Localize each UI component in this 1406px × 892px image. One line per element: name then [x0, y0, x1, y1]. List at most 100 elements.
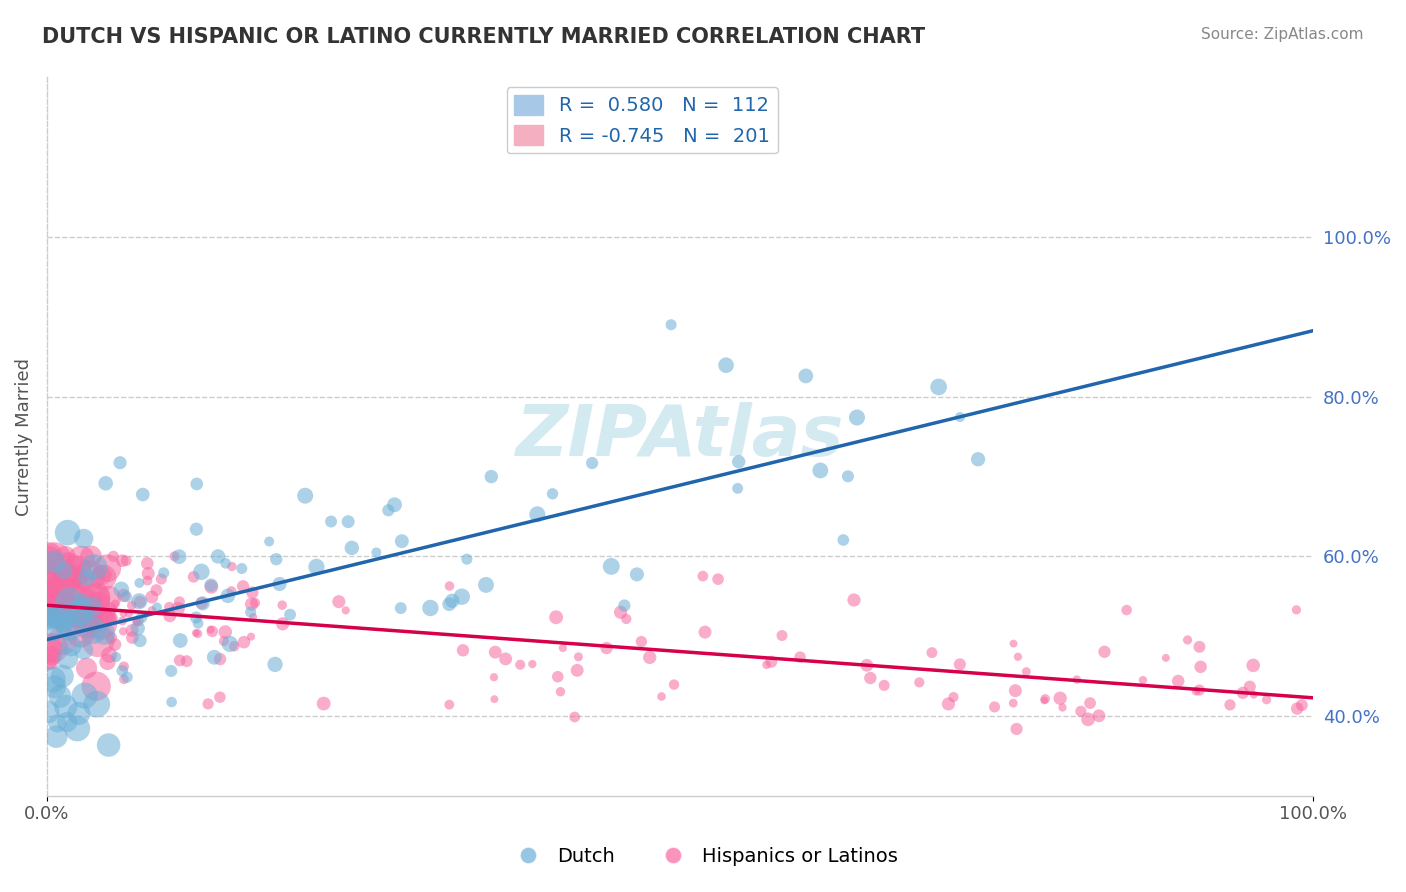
Point — [141, 590, 163, 604]
Point — [101, 611, 124, 625]
Point — [121, 631, 143, 645]
Point — [482, 670, 505, 684]
Point — [312, 697, 335, 711]
Point — [1285, 603, 1308, 617]
Point — [761, 655, 783, 669]
Point — [51, 669, 73, 683]
Point — [600, 559, 623, 574]
Point — [1088, 708, 1111, 723]
Point — [1077, 712, 1099, 726]
Point — [921, 646, 943, 660]
Point — [58, 581, 80, 595]
Point — [475, 578, 498, 592]
Point — [41, 648, 63, 663]
Point — [208, 652, 231, 666]
Point — [200, 623, 222, 637]
Point — [949, 657, 972, 672]
Point — [197, 697, 219, 711]
Point — [141, 603, 163, 617]
Point — [613, 599, 636, 613]
Point — [53, 549, 76, 564]
Point — [163, 549, 186, 564]
Point — [794, 368, 817, 383]
Point — [1033, 692, 1056, 706]
Point — [72, 610, 94, 624]
Point — [82, 592, 104, 607]
Point — [152, 566, 174, 580]
Point — [66, 605, 89, 619]
Point — [1070, 704, 1092, 718]
Point — [42, 555, 65, 569]
Point — [42, 555, 65, 569]
Point — [97, 591, 120, 605]
Point — [51, 615, 73, 629]
Point — [614, 612, 637, 626]
Point — [115, 554, 138, 568]
Point — [100, 631, 122, 645]
Point — [83, 591, 105, 606]
Point — [63, 597, 86, 611]
Point — [212, 634, 235, 648]
Point — [56, 562, 79, 576]
Point — [115, 590, 138, 604]
Point — [104, 638, 127, 652]
Point — [1239, 680, 1261, 694]
Point — [42, 640, 65, 655]
Point — [115, 670, 138, 684]
Point — [439, 579, 461, 593]
Point — [110, 582, 132, 597]
Point — [1185, 684, 1208, 698]
Point — [58, 620, 80, 634]
Point — [942, 690, 965, 704]
Point — [231, 561, 253, 575]
Point — [224, 640, 246, 654]
Point — [65, 564, 87, 578]
Point — [72, 574, 94, 589]
Point — [125, 615, 148, 629]
Point — [83, 609, 105, 624]
Point — [56, 651, 79, 665]
Point — [218, 637, 240, 651]
Point — [80, 549, 103, 564]
Point — [846, 410, 869, 425]
Point — [62, 574, 84, 589]
Point — [1033, 693, 1056, 707]
Point — [755, 657, 778, 672]
Point — [49, 690, 72, 704]
Point — [239, 605, 262, 619]
Point — [1188, 683, 1211, 698]
Point — [522, 657, 544, 671]
Point — [46, 716, 69, 731]
Legend: Dutch, Hispanics or Latinos: Dutch, Hispanics or Latinos — [501, 838, 905, 873]
Point — [183, 570, 205, 584]
Point — [832, 533, 855, 547]
Point — [243, 596, 266, 610]
Point — [91, 612, 114, 626]
Point — [44, 551, 66, 566]
Point — [384, 498, 406, 512]
Point — [567, 664, 589, 678]
Point — [1286, 701, 1309, 715]
Point — [1052, 700, 1074, 714]
Point — [692, 569, 714, 583]
Point — [495, 652, 517, 666]
Point — [200, 578, 222, 592]
Point — [967, 452, 990, 467]
Point — [136, 574, 159, 588]
Point — [41, 574, 63, 588]
Point — [80, 600, 103, 615]
Point — [1094, 645, 1116, 659]
Point — [550, 684, 572, 698]
Point — [242, 610, 264, 624]
Point — [659, 318, 682, 332]
Point — [389, 601, 412, 615]
Text: DUTCH VS HISPANIC OR LATINO CURRENTLY MARRIED CORRELATION CHART: DUTCH VS HISPANIC OR LATINO CURRENTLY MA… — [42, 27, 925, 46]
Point — [450, 590, 472, 604]
Point — [264, 552, 287, 566]
Point — [90, 616, 112, 631]
Point — [131, 610, 153, 624]
Point — [46, 591, 69, 605]
Point — [221, 559, 243, 574]
Point — [187, 616, 209, 631]
Point — [38, 609, 60, 624]
